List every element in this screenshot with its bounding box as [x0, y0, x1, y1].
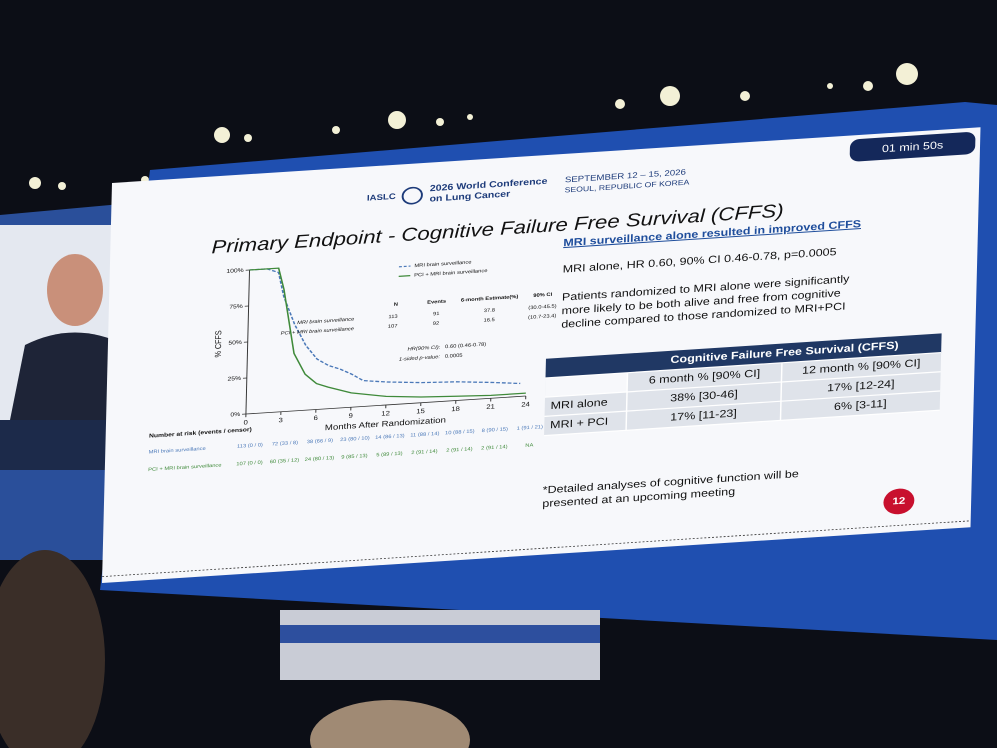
x-tick-label: 18: [451, 405, 460, 413]
risk-value: 23 (80 / 10): [340, 436, 370, 443]
timer: 01 min 50s: [882, 140, 944, 155]
stats-header: 6-month Estimate(%): [461, 294, 519, 303]
y-tick-label: 100%: [226, 267, 244, 274]
x-tick-label: 0: [243, 419, 248, 426]
risk-value: 10 (88 / 15): [445, 429, 475, 436]
timer-box: [849, 132, 976, 162]
stage-table: [280, 610, 600, 680]
risk-label: MRI brain surveillance: [149, 446, 206, 455]
stats-cell: PCI + MRI brain surveillance: [281, 326, 355, 336]
y-axis-label: % CFFS: [213, 330, 223, 358]
logo: [401, 186, 423, 205]
table-label-col: [545, 372, 628, 398]
legend-label: PCI + MRI brain surveillance: [414, 268, 488, 278]
stats-cell: (10.7-23.4): [528, 313, 557, 320]
y-tick-label: 0%: [230, 411, 240, 418]
table-rule: [544, 390, 941, 417]
risk-value: 107 (0 / 0): [236, 460, 263, 467]
risk-value: 113 (0 / 0): [237, 443, 263, 450]
stats-cell: 37.8: [484, 308, 495, 314]
stats-cell: 92: [433, 321, 440, 327]
hr-value: 0.0005: [445, 353, 463, 360]
risk-value: 2 (91 / 14): [481, 444, 508, 451]
legend-swatch: [398, 265, 411, 268]
stats-cell: 107: [388, 324, 398, 330]
x-tick-label: 15: [416, 408, 425, 416]
legend-label: MRI brain surveillance: [414, 260, 471, 269]
x-tick-label: 6: [313, 414, 318, 421]
stats-cell: MRI brain surveillance: [297, 317, 354, 326]
table-banner: [280, 625, 600, 643]
risk-value: 8 (90 / 15): [482, 427, 509, 434]
risk-value: NA: [525, 443, 534, 449]
risk-value: 60 (35 / 12): [270, 458, 300, 465]
page-number: 12: [892, 495, 905, 507]
speaker-head: [47, 254, 103, 326]
stats-header: N: [394, 302, 398, 308]
risk-value: 14 (86 / 13): [375, 433, 405, 440]
x-tick-label: 21: [486, 403, 495, 411]
x-tick-label: 24: [521, 401, 530, 409]
audience-head: [310, 700, 470, 748]
risk-value: 24 (80 / 13): [305, 456, 335, 463]
risk-value: 9 (85 / 13): [341, 453, 368, 460]
x-tick-label: 12: [381, 410, 390, 418]
table-cell: MRI alone: [550, 397, 607, 411]
y-tick-label: 75%: [229, 303, 243, 310]
table-rule: [779, 362, 783, 421]
table-cell: 6% [3-11]: [834, 399, 887, 413]
x-tick-label: 9: [348, 412, 353, 419]
table-body-bg: [544, 352, 942, 436]
table-cell: MRI + PCI: [550, 417, 608, 432]
table-rule: [545, 351, 942, 379]
stage-lights: [29, 63, 918, 190]
stats-header: 90% CI: [533, 292, 553, 299]
legend-swatch: [398, 275, 411, 278]
stats-cell: 91: [433, 311, 440, 317]
risk-value: 11 (88 / 14): [410, 431, 439, 438]
hr-label: HR(90% CI):: [407, 345, 440, 353]
stats-cell: 113: [388, 314, 397, 320]
risk-value: 2 (91 / 14): [446, 447, 473, 454]
table-header-bg: [545, 333, 942, 378]
risk-value: 1 (91 / 21): [517, 425, 544, 432]
stats-cell: 16.5: [483, 317, 494, 323]
table-rule: [625, 372, 629, 431]
hr-label: 1-sided p-value:: [399, 354, 441, 362]
risk-value: 2 (91 / 14): [411, 449, 438, 456]
table-cell: 17% [12-24]: [827, 379, 895, 394]
page-number-badge: [883, 488, 915, 515]
slide-background: [101, 127, 981, 584]
risk-label: PCI + MRI brain surveillance: [148, 463, 222, 473]
survival-curve: [249, 268, 521, 385]
y-tick-label: 50%: [228, 339, 242, 346]
risk-value: 5 (89 / 13): [376, 451, 403, 458]
stats-header: Events: [427, 299, 446, 306]
y-tick-label: 25%: [227, 375, 241, 382]
table-rule: [544, 409, 940, 437]
survival-curve: [249, 267, 526, 398]
audience-head: [0, 550, 105, 748]
risk-value: 38 (66 / 9): [307, 438, 334, 445]
x-tick-label: 3: [278, 417, 283, 424]
hr-value: 0.60 (0.46-0.78): [445, 342, 486, 350]
stats-cell: (30.0-45.5): [528, 304, 557, 311]
table-rule: [545, 371, 941, 398]
axis: [245, 395, 526, 415]
table-cell: 38% [30-46]: [670, 389, 738, 404]
risk-value: 72 (33 / 8): [272, 440, 299, 447]
society: IASLC: [367, 192, 397, 203]
table-cell: 17% [11-23]: [670, 408, 737, 423]
